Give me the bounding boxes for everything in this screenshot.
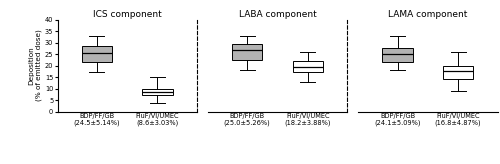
PathPatch shape (382, 48, 412, 62)
PathPatch shape (443, 66, 474, 79)
PathPatch shape (142, 89, 172, 95)
Title: LABA component: LABA component (238, 10, 316, 19)
Y-axis label: Deposition
(% of emitted dose): Deposition (% of emitted dose) (28, 30, 42, 102)
PathPatch shape (292, 61, 323, 72)
PathPatch shape (82, 46, 112, 62)
Title: ICS component: ICS component (92, 10, 162, 19)
PathPatch shape (232, 44, 262, 60)
Title: LAMA component: LAMA component (388, 10, 468, 19)
